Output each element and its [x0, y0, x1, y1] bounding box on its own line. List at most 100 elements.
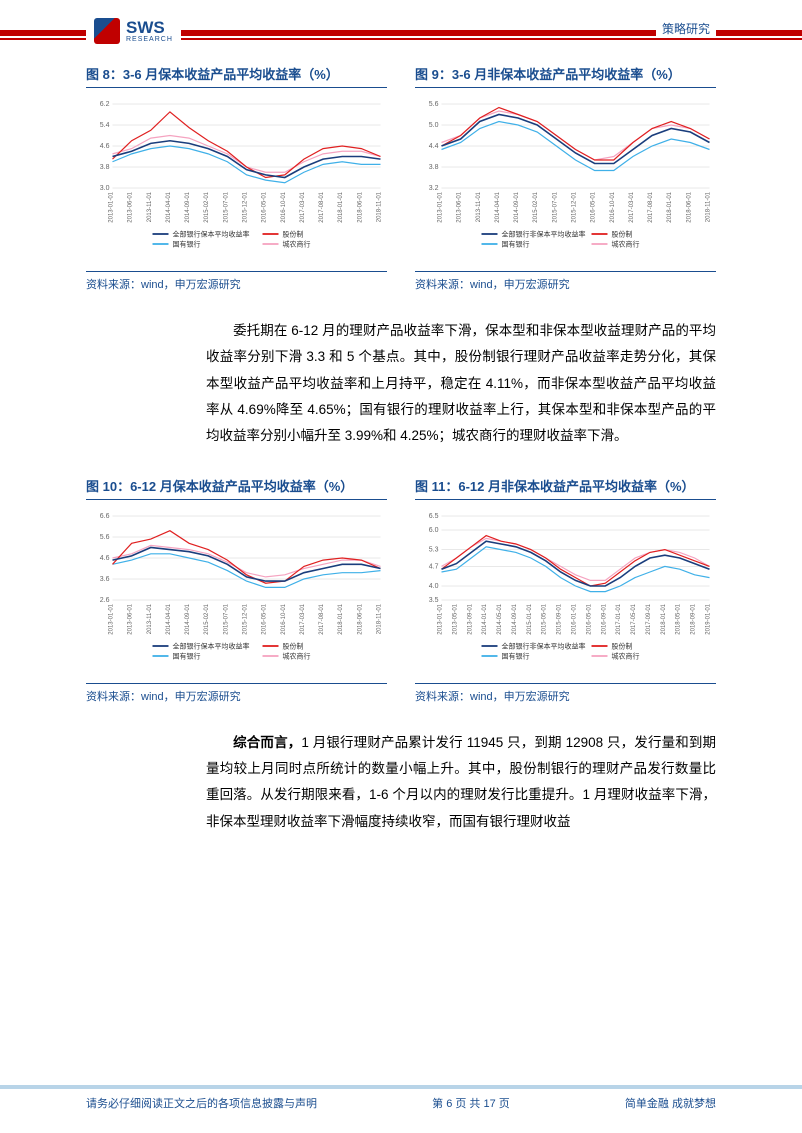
- svg-text:4.6: 4.6: [100, 143, 110, 150]
- svg-text:2014-09-01: 2014-09-01: [185, 603, 191, 634]
- svg-text:2016-09-01: 2016-09-01: [601, 603, 607, 634]
- svg-text:3.0: 3.0: [100, 185, 110, 192]
- chart-10-source: 资料来源：wind，申万宏源研究: [86, 683, 387, 704]
- svg-text:4.0: 4.0: [429, 583, 439, 590]
- chart-10: 2.63.64.65.66.62013-01-012013-06-012013-…: [86, 510, 387, 670]
- svg-text:2013-06-01: 2013-06-01: [128, 191, 134, 222]
- svg-text:2016-01-01: 2016-01-01: [572, 603, 578, 634]
- svg-text:2015-05-01: 2015-05-01: [542, 603, 548, 634]
- svg-text:2018-06-01: 2018-06-01: [357, 191, 363, 222]
- svg-text:2014-04-01: 2014-04-01: [166, 191, 172, 222]
- svg-text:2017-03-01: 2017-03-01: [629, 191, 635, 222]
- chart-9-title: 图 9：3-6 月非保本收益产品平均收益率（%）: [415, 64, 716, 88]
- svg-text:2019-01-01: 2019-01-01: [706, 603, 712, 634]
- svg-text:5.6: 5.6: [100, 534, 110, 541]
- svg-text:2013-11-01: 2013-11-01: [147, 603, 153, 634]
- svg-text:2014-05-01: 2014-05-01: [497, 603, 503, 634]
- svg-text:股份制: 股份制: [612, 641, 633, 650]
- svg-text:2018-11-01: 2018-11-01: [377, 191, 383, 222]
- chart-row-2: 图 10：6-12 月保本收益产品平均收益率（%） 2.63.64.65.66.…: [86, 476, 716, 704]
- paragraph-2-lead: 综合而言，: [233, 735, 301, 750]
- svg-text:2013-05-01: 2013-05-01: [452, 603, 458, 634]
- svg-text:4.7: 4.7: [429, 563, 439, 570]
- svg-text:6.0: 6.0: [429, 527, 439, 534]
- paragraph-1: 委托期在 6-12 月的理财产品收益率下滑，保本型和非保本型收益理财产品的平均收…: [206, 318, 716, 450]
- svg-text:2018-09-01: 2018-09-01: [691, 603, 697, 634]
- svg-text:城农商行: 城农商行: [283, 240, 311, 249]
- chart-10-title: 图 10：6-12 月保本收益产品平均收益率（%）: [86, 476, 387, 500]
- svg-text:2016-05-01: 2016-05-01: [591, 191, 597, 222]
- svg-text:2017-08-01: 2017-08-01: [319, 603, 325, 634]
- svg-text:城农商行: 城农商行: [612, 651, 640, 660]
- svg-text:全部银行非保本平均收益率: 全部银行非保本平均收益率: [502, 641, 586, 650]
- chart-9-source: 资料来源：wind，申万宏源研究: [415, 271, 716, 292]
- svg-text:2014-09-01: 2014-09-01: [514, 191, 520, 222]
- logo: SWS RESEARCH: [86, 18, 181, 44]
- svg-text:全部银行非保本平均收益率: 全部银行非保本平均收益率: [502, 230, 586, 239]
- footer-left: 请务必仔细阅读正文之后的各项信息披露与声明: [86, 1095, 317, 1111]
- svg-text:2013-11-01: 2013-11-01: [147, 191, 153, 222]
- svg-text:2016-05-01: 2016-05-01: [586, 603, 592, 634]
- svg-text:2015-02-01: 2015-02-01: [204, 191, 210, 222]
- svg-text:2017-05-01: 2017-05-01: [631, 603, 637, 634]
- svg-text:2015-07-01: 2015-07-01: [223, 603, 229, 634]
- footer-right: 简单金融 成就梦想: [625, 1095, 716, 1111]
- chart-8: 3.03.84.65.46.22013-01-012013-06-012013-…: [86, 98, 387, 258]
- svg-text:6.6: 6.6: [100, 513, 110, 520]
- svg-text:2018-11-01: 2018-11-01: [706, 191, 712, 222]
- svg-text:股份制: 股份制: [283, 230, 304, 239]
- svg-text:3.8: 3.8: [429, 164, 439, 171]
- svg-text:2013-01-01: 2013-01-01: [438, 603, 444, 634]
- svg-text:2014-09-01: 2014-09-01: [512, 603, 518, 634]
- svg-text:2018-05-01: 2018-05-01: [676, 603, 682, 634]
- svg-text:国有银行: 国有银行: [502, 651, 530, 660]
- svg-text:2013-06-01: 2013-06-01: [457, 191, 463, 222]
- svg-text:2015-02-01: 2015-02-01: [204, 603, 210, 634]
- chart-row-1: 图 8：3-6 月保本收益产品平均收益率（%） 3.03.84.65.46.22…: [86, 64, 716, 292]
- svg-text:5.0: 5.0: [429, 122, 439, 129]
- chart-11-source: 资料来源：wind，申万宏源研究: [415, 683, 716, 704]
- chart-9: 3.23.84.45.05.62013-01-012013-06-012013-…: [415, 98, 716, 258]
- svg-text:4.6: 4.6: [100, 555, 110, 562]
- svg-text:全部银行保本平均收益率: 全部银行保本平均收益率: [173, 641, 250, 650]
- logo-mark-icon: [94, 18, 120, 44]
- svg-text:2013-01-01: 2013-01-01: [109, 603, 115, 634]
- svg-text:2014-09-01: 2014-09-01: [185, 191, 191, 222]
- svg-text:全部银行保本平均收益率: 全部银行保本平均收益率: [173, 230, 250, 239]
- svg-text:2016-05-01: 2016-05-01: [262, 603, 268, 634]
- svg-text:2014-04-01: 2014-04-01: [495, 191, 501, 222]
- svg-text:2013-09-01: 2013-09-01: [467, 603, 473, 634]
- svg-text:2018-01-01: 2018-01-01: [338, 191, 344, 222]
- svg-text:5.6: 5.6: [429, 101, 439, 108]
- svg-text:2015-12-01: 2015-12-01: [243, 603, 249, 634]
- svg-text:2013-06-01: 2013-06-01: [128, 603, 134, 634]
- svg-text:2018-01-01: 2018-01-01: [338, 603, 344, 634]
- logo-subtext: RESEARCH: [126, 36, 173, 43]
- svg-text:2018-01-01: 2018-01-01: [667, 191, 673, 222]
- svg-text:3.5: 3.5: [429, 597, 439, 604]
- chart-8-title: 图 8：3-6 月保本收益产品平均收益率（%）: [86, 64, 387, 88]
- svg-text:2015-09-01: 2015-09-01: [557, 603, 563, 634]
- svg-text:2016-10-01: 2016-10-01: [610, 191, 616, 222]
- paragraph-2: 综合而言，1 月银行理财产品累计发行 11945 只，到期 12908 只，发行…: [206, 730, 716, 835]
- svg-text:2018-06-01: 2018-06-01: [686, 191, 692, 222]
- svg-text:4.4: 4.4: [429, 143, 439, 150]
- svg-text:2018-11-01: 2018-11-01: [377, 603, 383, 634]
- chart-11-title: 图 11：6-12 月非保本收益产品平均收益率（%）: [415, 476, 716, 500]
- svg-text:城农商行: 城农商行: [283, 651, 311, 660]
- svg-text:6.5: 6.5: [429, 513, 439, 520]
- svg-text:2015-01-01: 2015-01-01: [527, 603, 533, 634]
- svg-text:2014-01-01: 2014-01-01: [482, 603, 488, 634]
- svg-text:股份制: 股份制: [612, 230, 633, 239]
- paragraph-1-text: 委托期在 6-12 月的理财产品收益率下滑，保本型和非保本型收益理财产品的平均收…: [206, 323, 716, 443]
- svg-text:城农商行: 城农商行: [612, 240, 640, 249]
- logo-text: SWS: [126, 19, 173, 36]
- svg-text:5.3: 5.3: [429, 546, 439, 553]
- svg-text:2015-07-01: 2015-07-01: [552, 191, 558, 222]
- chart-11: 3.5 4.0 4.7 5.3 6.0 6.5 2013-01-01 2013-05-01 20…: [415, 510, 716, 670]
- svg-text:2015-12-01: 2015-12-01: [572, 191, 578, 222]
- svg-text:2017-09-01: 2017-09-01: [646, 603, 652, 634]
- svg-text:2017-08-01: 2017-08-01: [319, 191, 325, 222]
- svg-text:2013-11-01: 2013-11-01: [476, 191, 482, 222]
- svg-text:2017-01-01: 2017-01-01: [616, 603, 622, 634]
